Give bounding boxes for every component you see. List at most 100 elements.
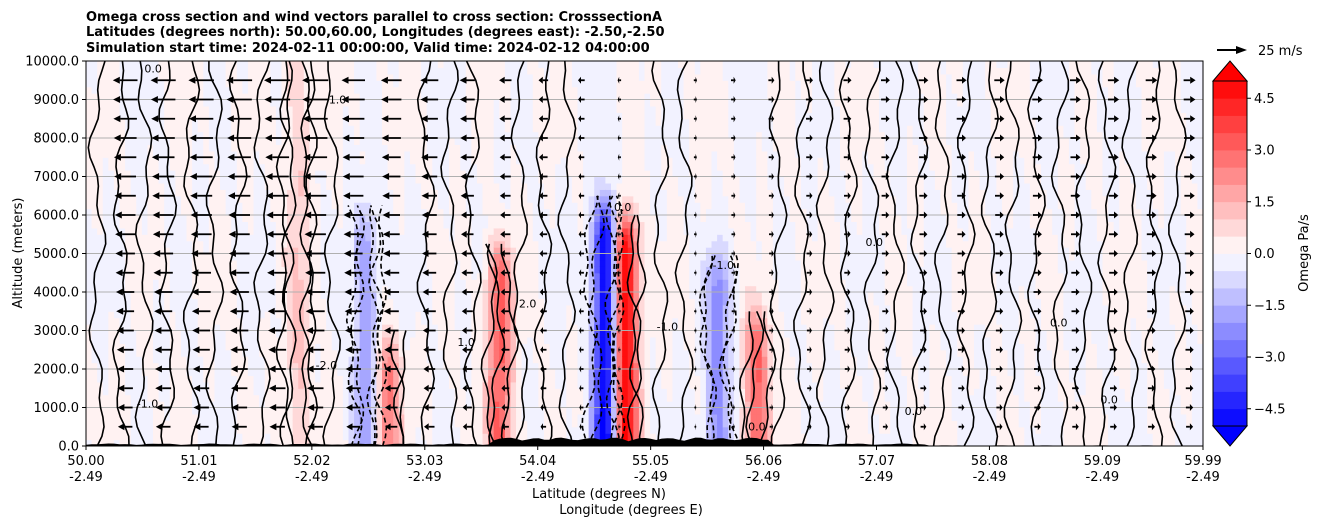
omega-cell: [337, 304, 344, 312]
omega-cell: [342, 202, 350, 210]
omega-cell: [214, 227, 221, 235]
omega-cell: [387, 304, 394, 312]
omega-cell: [359, 240, 366, 248]
omega-cell: [516, 227, 523, 235]
omega-cell: [337, 259, 344, 267]
omega-cell: [275, 73, 283, 81]
omega-cell: [471, 413, 478, 421]
omega-cell: [370, 125, 378, 133]
omega-cell: [510, 240, 517, 248]
omega-cell: [387, 93, 394, 101]
omega-cell: [482, 388, 489, 396]
omega-cell: [253, 208, 260, 216]
omega-cell: [275, 420, 283, 428]
omega-cell: [153, 227, 160, 235]
omega-cell: [516, 401, 523, 409]
omega-cell: [331, 266, 338, 274]
omega-cell: [86, 279, 93, 287]
omega-cell: [527, 304, 534, 312]
omega-cell: [292, 279, 299, 287]
omega-cell: [510, 215, 517, 223]
omega-cell: [242, 131, 249, 139]
omega-cell: [538, 67, 545, 75]
omega-cell: [153, 93, 160, 101]
omega-cell: [153, 369, 160, 377]
omega-cell: [259, 131, 266, 139]
omega-cell: [409, 343, 417, 351]
omega-cell: [454, 125, 461, 133]
omega-cell: [543, 202, 551, 210]
omega-cell: [281, 336, 288, 344]
omega-cell: [231, 349, 238, 357]
omega-cell: [136, 298, 143, 306]
omega-cell: [331, 125, 338, 133]
omega-cell: [426, 292, 433, 300]
omega-cell: [292, 240, 299, 248]
omega-cell: [287, 247, 294, 255]
omega-cell: [521, 369, 528, 377]
omega-cell: [527, 118, 534, 126]
omega-cell: [113, 176, 121, 184]
omega-cell: [164, 369, 171, 377]
omega-cell: [376, 433, 383, 441]
omega-cell: [259, 93, 266, 101]
omega-cell: [141, 67, 149, 75]
omega-cell: [130, 317, 137, 325]
omega-cell: [409, 401, 417, 409]
omega-cell: [125, 266, 132, 274]
omega-cell: [320, 202, 327, 210]
omega-cell: [275, 356, 283, 364]
omega-cell: [359, 324, 366, 332]
omega-cell: [130, 131, 137, 139]
omega-cell: [164, 311, 171, 319]
omega-cell: [97, 285, 104, 293]
omega-cell: [259, 343, 266, 351]
omega-cell: [331, 330, 338, 338]
omega-cell: [175, 433, 182, 441]
omega-cell: [180, 73, 188, 81]
omega-cell: [86, 215, 93, 223]
omega-cell: [259, 61, 266, 69]
omega-cell: [108, 356, 115, 364]
omega-cell: [443, 401, 450, 409]
omega-cell: [326, 234, 333, 242]
omega-cell: [264, 73, 271, 81]
omega-cell: [259, 163, 266, 171]
omega-cell: [449, 394, 456, 402]
omega-cell: [493, 259, 500, 267]
omega-cell: [197, 86, 204, 94]
omega-cell: [499, 279, 506, 287]
omega-cell: [197, 369, 204, 377]
omega-cell: [292, 272, 299, 280]
omega-cell: [538, 93, 545, 101]
omega-cell: [314, 163, 322, 171]
omega-cell: [169, 304, 176, 312]
omega-cell: [175, 381, 182, 389]
omega-cell: [275, 324, 283, 332]
omega-cell: [382, 420, 389, 428]
omega-cell: [236, 99, 243, 107]
omega-cell: [432, 369, 439, 377]
omega-cell: [287, 73, 294, 81]
omega-cell: [543, 285, 551, 293]
omega-cell: [314, 401, 322, 409]
omega-cell: [247, 439, 255, 446]
omega-cell: [231, 285, 238, 293]
omega-cell: [393, 311, 400, 319]
omega-cell: [236, 144, 243, 152]
omega-cell: [130, 356, 137, 364]
omega-cell: [208, 259, 216, 267]
omega-cell: [220, 272, 227, 280]
omega-cell: [449, 343, 456, 351]
omega-cell: [393, 279, 400, 287]
omega-cell: [164, 73, 171, 81]
omega-cell: [443, 343, 450, 351]
omega-cell: [231, 266, 238, 274]
omega-cell: [236, 439, 243, 446]
omega-cell: [476, 420, 484, 428]
omega-cell: [320, 253, 327, 261]
omega-cell: [158, 369, 165, 377]
omega-cell: [231, 157, 238, 165]
omega-cell: [169, 439, 176, 446]
omega-cell: [136, 125, 143, 133]
